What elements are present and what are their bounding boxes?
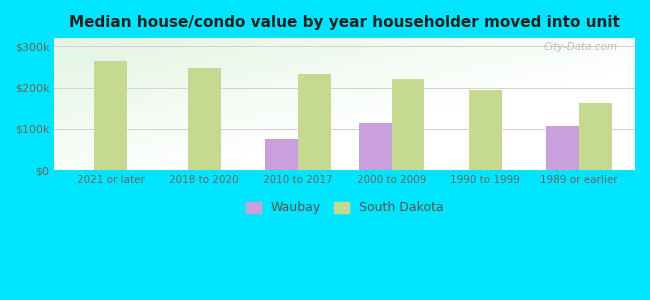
Bar bbox=[391, 80, 424, 170]
Bar bbox=[469, 90, 502, 170]
Bar bbox=[94, 61, 127, 170]
Bar bbox=[578, 103, 612, 170]
Bar bbox=[546, 126, 578, 170]
Bar bbox=[188, 68, 221, 170]
Bar bbox=[359, 123, 391, 170]
Bar bbox=[265, 139, 298, 170]
Text: City-Data.com: City-Data.com bbox=[543, 42, 618, 52]
Legend: Waubay, South Dakota: Waubay, South Dakota bbox=[241, 196, 448, 220]
Title: Median house/condo value by year householder moved into unit: Median house/condo value by year househo… bbox=[70, 15, 620, 30]
Bar bbox=[298, 74, 331, 170]
